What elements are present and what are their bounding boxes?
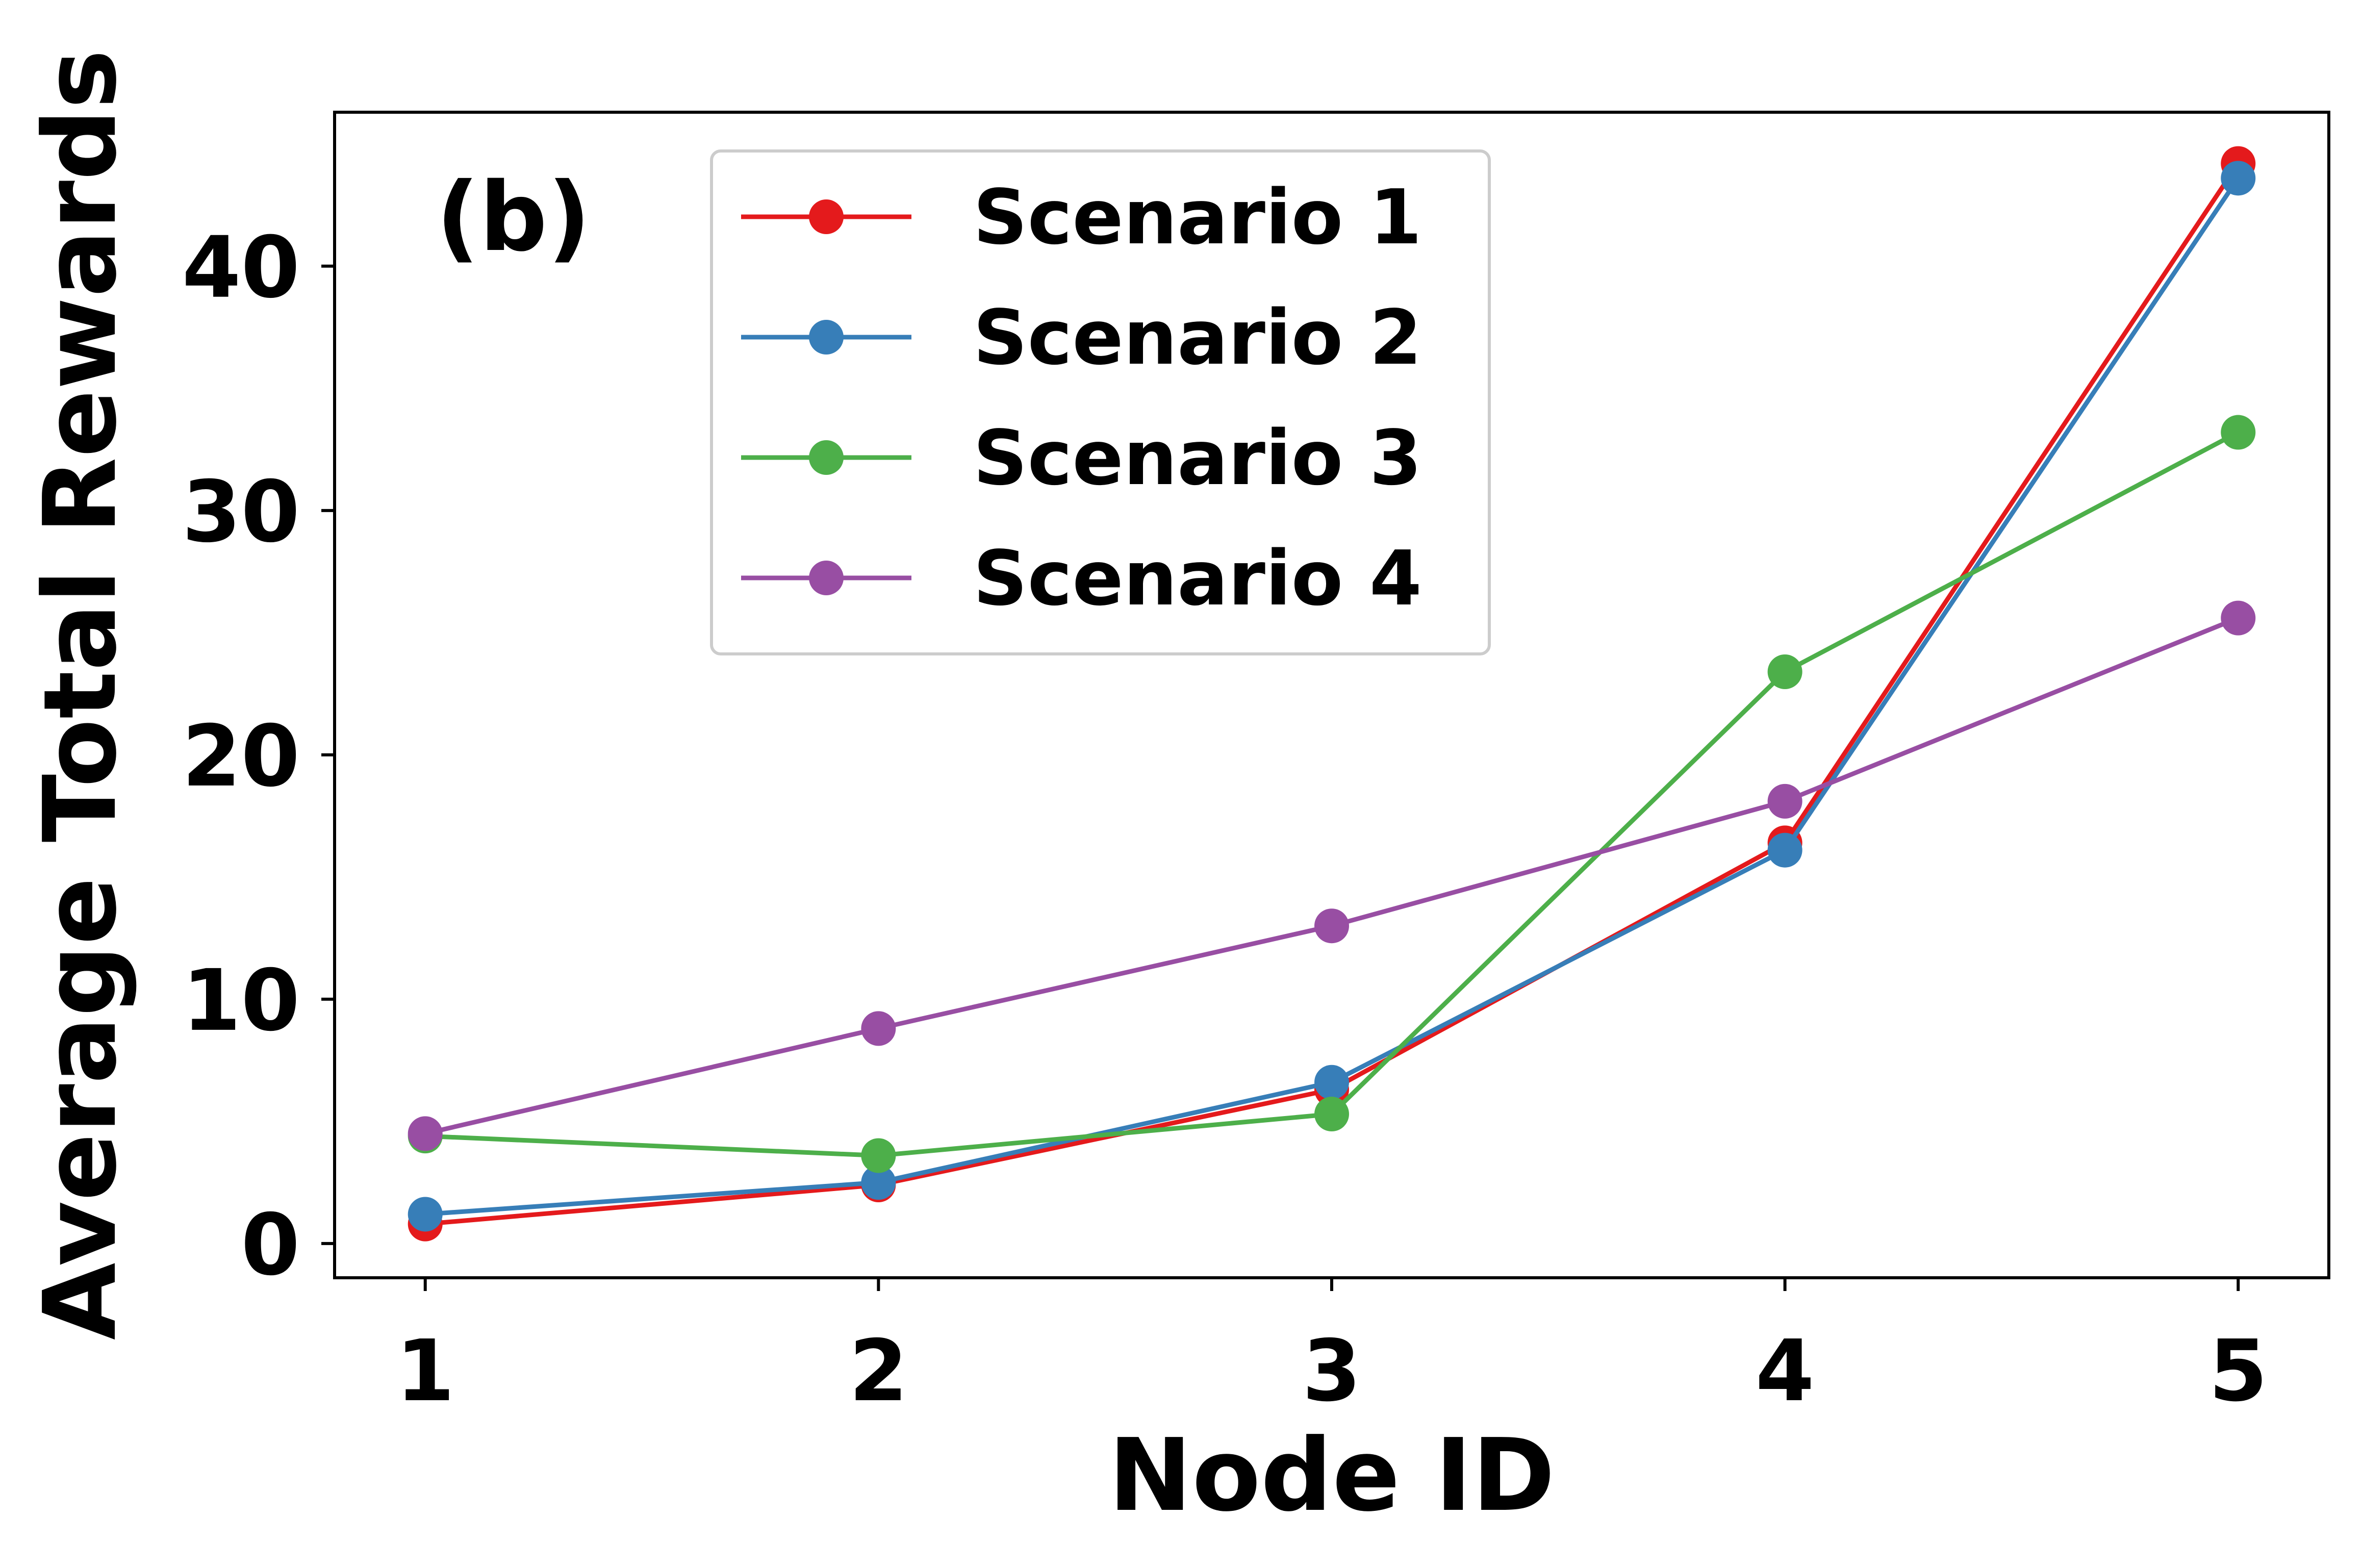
- data-point: [1314, 908, 1349, 943]
- series-line: [425, 618, 2239, 1134]
- x-tick-label: 5: [2209, 1322, 2268, 1421]
- data-point: [1314, 1065, 1349, 1100]
- y-tick-label: 40: [182, 219, 300, 317]
- legend-label: Scenario 2: [973, 294, 1422, 382]
- data-point: [861, 1011, 896, 1046]
- x-tick-label: 2: [849, 1322, 908, 1421]
- x-axis-title: Node ID: [1108, 1418, 1555, 1534]
- y-tick-label: 30: [182, 463, 300, 562]
- legend-label: Scenario 1: [973, 173, 1422, 261]
- data-point: [1314, 1097, 1349, 1131]
- legend-label: Scenario 4: [973, 535, 1422, 622]
- x-tick-label: 1: [396, 1322, 455, 1421]
- y-tick-label: 10: [182, 952, 300, 1050]
- legend-label: Scenario 3: [973, 414, 1422, 502]
- x-axis: 1 2 3 4 5: [396, 1278, 2268, 1421]
- data-point: [2221, 161, 2255, 195]
- y-axis: 0 10 20 30 40: [182, 219, 335, 1295]
- legend-swatch-marker: [809, 561, 844, 595]
- data-point: [2221, 415, 2255, 450]
- y-tick-label: 0: [241, 1196, 300, 1295]
- data-point: [2221, 601, 2255, 636]
- data-point: [1768, 654, 1802, 689]
- data-point: [408, 1197, 443, 1231]
- data-point: [408, 1116, 443, 1151]
- data-point: [1768, 784, 1802, 819]
- x-tick-label: 3: [1302, 1322, 1361, 1421]
- legend-swatch-marker: [809, 320, 844, 355]
- y-axis-title: Average Total Rewards: [22, 49, 139, 1340]
- data-point: [861, 1138, 896, 1173]
- panel-label: (b): [436, 162, 591, 272]
- legend-swatch-marker: [809, 199, 844, 234]
- x-tick-label: 4: [1756, 1322, 1815, 1421]
- data-point: [1768, 833, 1802, 868]
- legend: Scenario 1 Scenario 2 Scenario 3 Scenario 4: [712, 151, 1489, 654]
- y-tick-label: 20: [182, 707, 300, 806]
- legend-swatch-marker: [809, 440, 844, 475]
